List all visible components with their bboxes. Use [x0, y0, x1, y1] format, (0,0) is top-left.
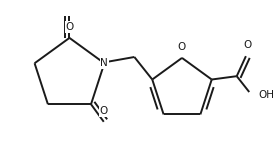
Text: N: N [100, 58, 108, 68]
Text: O: O [178, 42, 186, 52]
Text: OH: OH [258, 89, 274, 99]
Text: O: O [100, 106, 108, 116]
Text: O: O [65, 22, 74, 32]
Text: O: O [243, 40, 252, 50]
